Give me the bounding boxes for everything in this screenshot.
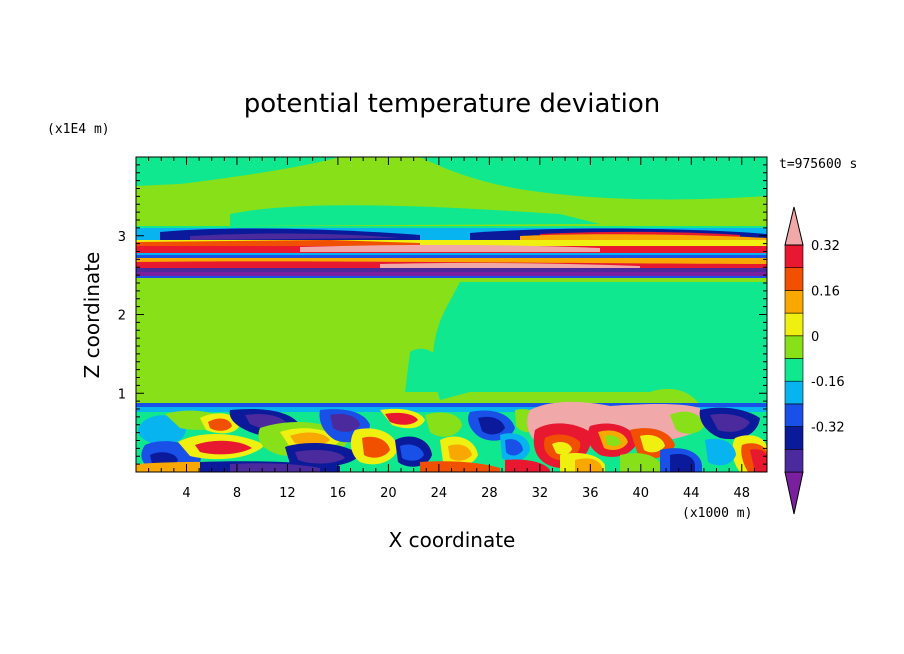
colorbar-swatch xyxy=(784,335,804,359)
colorbar-label: 0.32 xyxy=(811,239,840,254)
colorbar-max-triangle xyxy=(784,206,804,246)
y-tick-label: 3 xyxy=(118,230,126,245)
boundary-line xyxy=(136,403,767,407)
x-tick-label: 28 xyxy=(481,486,498,501)
colorbar-swatch xyxy=(784,312,804,337)
x-axis-label: X coordinate xyxy=(389,528,516,552)
y-tick-label: 1 xyxy=(118,387,126,402)
upper-cyan-patch-right xyxy=(420,157,767,200)
x-tick-label: 8 xyxy=(233,486,241,501)
colorbar-label: 0.16 xyxy=(811,284,840,299)
colorbar-swatch xyxy=(784,448,804,473)
x-tick-label: 36 xyxy=(582,486,599,501)
colorbar-swatch xyxy=(784,426,804,450)
colorbar-swatch xyxy=(784,358,804,382)
upper-cyan-patch-left xyxy=(136,157,340,186)
x-unit-label: (x1000 m) xyxy=(682,506,752,521)
x-tick-label: 12 xyxy=(279,486,296,501)
colorbar-swatch xyxy=(784,380,804,405)
mid-cyan-right xyxy=(433,282,767,405)
colorbar-swatch xyxy=(784,244,804,269)
x-tick-label: 4 xyxy=(182,486,190,501)
x-tick-label: 24 xyxy=(431,486,448,501)
colorbar-label: -0.16 xyxy=(811,375,845,390)
y-axis-label: Z coordinate xyxy=(80,252,104,379)
colorbar-swatch xyxy=(784,403,804,427)
x-tick-label: 44 xyxy=(683,486,700,501)
upper-cyan-patch-mid xyxy=(230,205,600,226)
time-label: t=975600 s xyxy=(779,157,857,172)
colorbar-swatch xyxy=(784,290,804,314)
colorbar-label: 0 xyxy=(811,330,819,345)
colorbar: 0.32 0.16 0 -0.16 -0.32 xyxy=(784,206,845,515)
colorbar-swatch xyxy=(784,267,804,291)
y-unit-label: (x1E4 m) xyxy=(47,122,110,137)
chart-title: potential temperature deviation xyxy=(244,89,660,119)
x-tick-label: 16 xyxy=(330,486,347,501)
x-axis-ticks: 4 8 12 16 20 24 28 32 36 40 44 48 xyxy=(148,157,755,501)
colorbar-label: -0.32 xyxy=(811,421,845,436)
x-tick-label: 32 xyxy=(532,486,549,501)
y-tick-label: 2 xyxy=(118,309,126,324)
x-tick-label: 40 xyxy=(633,486,650,501)
x-tick-label: 48 xyxy=(733,486,750,501)
y-axis-ticks: 1 2 3 xyxy=(118,164,767,465)
colorbar-min-triangle xyxy=(784,471,804,515)
x-tick-label: 20 xyxy=(380,486,397,501)
contour-field xyxy=(136,157,767,472)
